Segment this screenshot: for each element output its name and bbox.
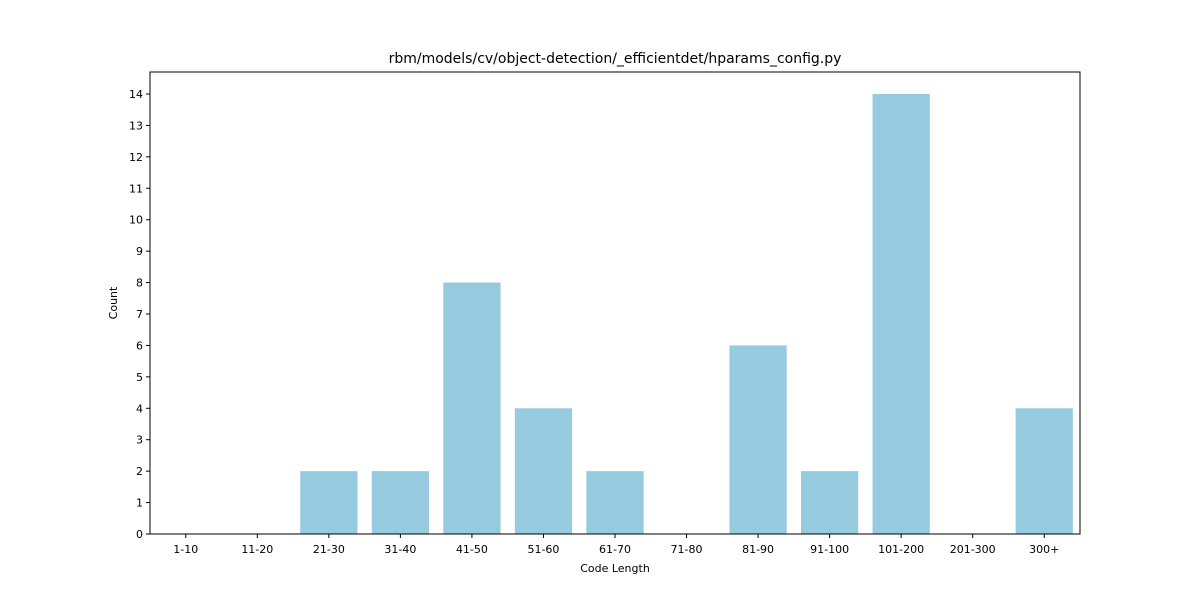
x-tick-label: 61-70 <box>599 543 631 556</box>
y-tick-label: 2 <box>136 465 143 478</box>
x-tick-label: 51-60 <box>527 543 559 556</box>
x-tick-label: 1-10 <box>173 543 198 556</box>
x-tick-label: 81-90 <box>742 543 774 556</box>
x-tick-label: 11-20 <box>241 543 273 556</box>
x-tick-label: 101-200 <box>878 543 924 556</box>
y-axis-label: Count <box>107 286 120 319</box>
x-axis-label: Code Length <box>580 562 650 575</box>
y-tick-label: 11 <box>129 182 143 195</box>
plot-frame <box>149 71 1081 535</box>
y-tick-label: 8 <box>136 277 143 290</box>
bar-300+ <box>1015 408 1073 534</box>
y-tick-label: 9 <box>136 245 143 258</box>
bar-61-70 <box>586 471 644 534</box>
y-tick-label: 5 <box>136 371 143 384</box>
y-tick-label: 14 <box>129 88 143 101</box>
bar-101-200 <box>872 94 930 534</box>
bar-91-100 <box>801 471 859 534</box>
x-tick-label: 71-80 <box>671 543 703 556</box>
bar-41-50 <box>443 282 501 534</box>
bar-31-40 <box>371 471 429 534</box>
y-tick-label: 13 <box>129 119 143 132</box>
x-tick-label: 91-100 <box>810 543 849 556</box>
x-tick-label: 300+ <box>1029 543 1059 556</box>
y-tick-label: 12 <box>129 151 143 164</box>
x-axis: 1-10 11-20 21-30 31-40 41-50 51-60 61-70 71-80 8… <box>173 534 1059 556</box>
x-tick-label: 41-50 <box>456 543 488 556</box>
x-tick-label: 21-30 <box>313 543 345 556</box>
chart-title: rbm/models/cv/object-detection/_efficien… <box>389 51 842 67</box>
bars-group <box>300 94 1073 534</box>
y-tick-label: 3 <box>136 434 143 447</box>
bar-81-90 <box>729 345 787 534</box>
y-tick-label: 4 <box>136 402 143 415</box>
x-tick-label: 201-300 <box>950 543 996 556</box>
y-tick-label: 10 <box>129 214 143 227</box>
bar-21-30 <box>300 471 358 534</box>
y-tick-label: 0 <box>136 528 143 541</box>
bar-51-60 <box>514 408 573 534</box>
y-tick-label: 7 <box>136 308 143 321</box>
y-tick-label: 1 <box>136 497 143 510</box>
y-tick-label: 6 <box>136 339 143 352</box>
x-tick-label: 31-40 <box>384 543 416 556</box>
